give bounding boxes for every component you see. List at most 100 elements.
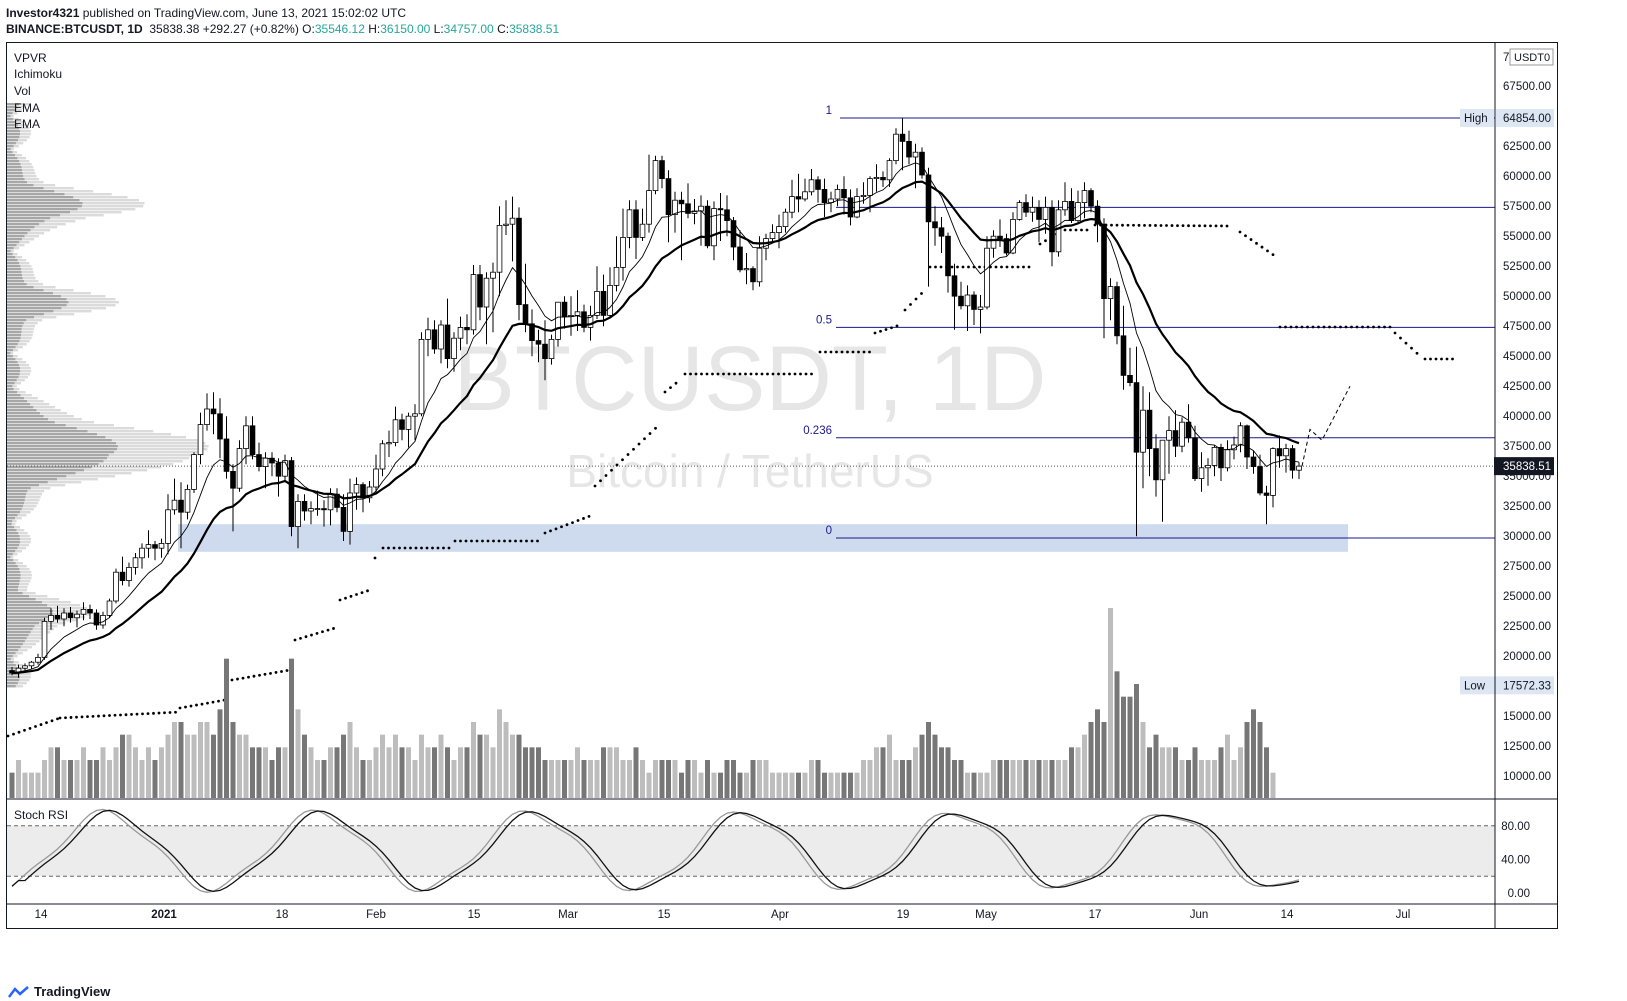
vpvr-bar [12,253,18,256]
time-tick-label: 14 [1281,909,1294,921]
vpvr-bar [7,520,13,523]
volume-bar [640,760,645,798]
symbol-name[interactable]: BINANCE:BTCUSDT, 1D [6,22,143,36]
vpvr-bar [21,268,33,271]
candle-body [1224,449,1231,469]
tradingview-logo[interactable]: TradingView [8,984,110,999]
vpvr-bar [18,589,28,592]
vpvr-bar [12,385,17,388]
candle-body [464,326,470,331]
ohlc-high-label: H: [368,22,381,36]
ichimoku-dot [879,329,882,333]
vpvr-bar [7,361,18,364]
ichimoku-dot [1187,224,1190,228]
indicator-vpvr[interactable]: VPVR [14,51,47,65]
volume-bar [1114,671,1120,798]
vpvr-bar [51,607,88,610]
candle-body [535,340,542,345]
vpvr-bar [7,574,21,577]
ichimoku-dot [189,704,193,708]
indicator-vol[interactable]: Vol [14,84,31,98]
volume-bar [230,722,236,798]
volume-bar [503,722,509,798]
indicator-ema-1[interactable]: EMA [14,101,41,115]
ichimoku-dot [34,725,37,728]
ichimoku-dot [69,716,73,719]
stoch-k-line [11,808,1300,893]
chart-frame[interactable] [6,42,1558,929]
candle-body [678,199,685,205]
vpvr-bar [20,133,31,136]
ichimoku-dot [1016,265,1020,269]
vpvr-bar [7,553,13,556]
volume-bar [81,747,86,798]
ichimoku-dot [1005,265,1009,269]
vpvr-bar [21,331,34,334]
vpvr-bar [7,331,22,334]
ichimoku-dot [470,539,473,543]
volume-bar [757,760,762,798]
vpvr-bar [17,547,26,550]
volume-bar [282,747,288,798]
vpvr-bar [17,259,27,262]
ichimoku-dot [1209,224,1212,228]
vpvr-bar [7,484,40,487]
vpvr-bar [7,583,19,586]
vpvr-bar [7,430,88,433]
volume-bar [809,760,814,798]
volume-bar [802,772,808,798]
volume-bar [1004,760,1009,798]
volume-bar [61,760,67,798]
time-tick-label: Apr [771,909,789,921]
candle-body [405,415,412,430]
ichimoku-dot [733,372,736,376]
ichimoku-dot [1383,325,1386,329]
ichimoku-dot [1344,325,1348,329]
vpvr-bar [54,421,95,424]
vpvr-bar [17,124,27,127]
candle-body [470,274,477,331]
candle-body [1283,448,1289,457]
indicator-ichimoku[interactable]: Ichimoku [14,67,63,81]
vpvr-bar [7,502,25,505]
ohlc-close-label: C: [497,22,510,36]
candle-body [444,324,451,359]
vpvr-bar [13,349,19,352]
vpvr-bar [7,217,51,220]
ichimoku-dot [6,734,10,738]
vpvr-bar [15,664,24,667]
candle-body [1237,425,1244,446]
high-value-box [1496,108,1554,127]
vpvr-bar [36,409,61,412]
vpvr-bar [20,538,31,541]
candle-body [451,337,457,360]
ichimoku-dot [1074,228,1078,232]
candle-body [971,294,977,310]
time-tick-label: 2021 [151,909,177,921]
ichimoku-dot [890,326,893,330]
volume-bar [568,760,574,798]
volume-bar [1192,747,1198,798]
price-tick-label: 60000.00 [1503,171,1551,183]
vpvr-bar [7,679,20,682]
ichimoku-dot [1063,228,1067,232]
ichimoku-dot [914,297,918,301]
ohlc-high: 36150.00 [380,22,431,36]
vpvr-bar [7,490,28,493]
ichimoku-dot [481,539,484,543]
volume-bar [1062,760,1068,798]
volume-bar [328,747,333,798]
candle-body [191,454,197,490]
ichimoku-dot [217,699,220,703]
vpvr-bar [7,277,23,280]
volume-bar [295,709,301,798]
candle-body [639,223,646,238]
vpvr-bar [10,556,14,559]
author[interactable]: Investor4321 [6,6,80,20]
indicator-ema-2[interactable]: EMA [14,117,41,131]
price-tick-label: 32500.00 [1503,501,1551,513]
ichimoku-dot [230,678,234,682]
ichimoku-dot [777,372,780,376]
ichimoku-dot [315,632,319,635]
